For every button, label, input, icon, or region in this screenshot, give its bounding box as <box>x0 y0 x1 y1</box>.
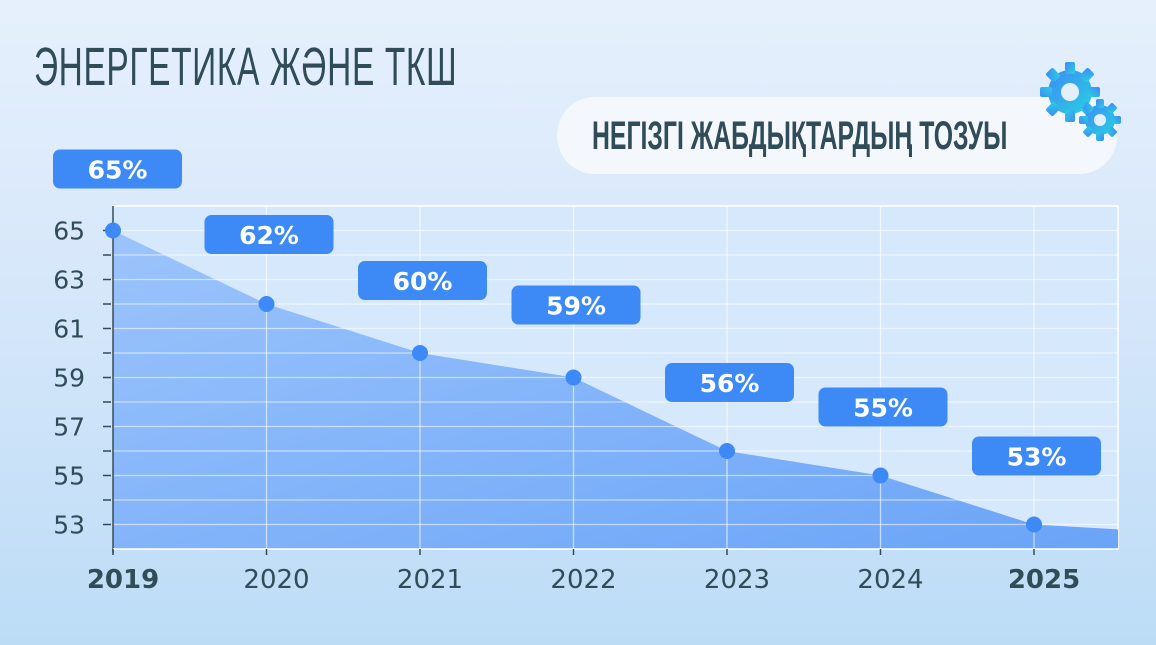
x-tick-label: 2022 <box>550 565 616 595</box>
data-label-box <box>358 261 487 300</box>
subtitle-pill <box>557 97 1117 174</box>
x-tick-label: 2020 <box>243 565 309 595</box>
page-title: ЭНЕРГЕТИКА ЖӘНЕ ТКШ <box>34 37 458 97</box>
x-tick-label: 2025 <box>1008 565 1080 595</box>
data-label: 65% <box>88 156 148 185</box>
y-tick-label: 61 <box>53 315 85 344</box>
data-point <box>719 443 735 459</box>
data-label: 60% <box>393 267 453 296</box>
data-label-box <box>972 436 1101 476</box>
x-tick-label: 2024 <box>857 565 923 595</box>
data-label-box <box>204 215 334 254</box>
y-tick-label: 55 <box>53 462 85 491</box>
y-tick-label: 59 <box>53 364 85 393</box>
y-tick-label: 63 <box>53 266 85 295</box>
data-point <box>258 296 275 312</box>
data-label: 53% <box>1007 443 1067 472</box>
data-label-box <box>53 149 182 189</box>
x-tick-label: 2019 <box>87 565 159 595</box>
data-label-box <box>818 387 948 427</box>
data-label-box <box>665 363 794 402</box>
data-label: 59% <box>546 292 606 321</box>
data-label-box <box>511 285 641 325</box>
chart-subtitle: НЕГІЗГІ ЖАБДЫҚТАРДЫҢ ТОЗУЫ <box>592 114 1008 158</box>
area-series <box>113 230 1118 549</box>
y-tick-label: 65 <box>53 217 85 246</box>
data-point <box>412 345 428 361</box>
x-tick-label: 2023 <box>704 565 770 595</box>
data-label: 62% <box>239 221 299 250</box>
data-point <box>1026 516 1042 533</box>
x-tick-label: 2021 <box>397 565 463 595</box>
data-point <box>872 467 889 484</box>
data-point <box>105 222 121 239</box>
data-label: 56% <box>700 369 760 398</box>
y-tick-label: 57 <box>53 413 85 442</box>
data-label: 55% <box>853 394 913 423</box>
data-point <box>565 369 582 386</box>
y-tick-label: 53 <box>53 511 85 540</box>
gears-icon <box>1040 62 1121 141</box>
